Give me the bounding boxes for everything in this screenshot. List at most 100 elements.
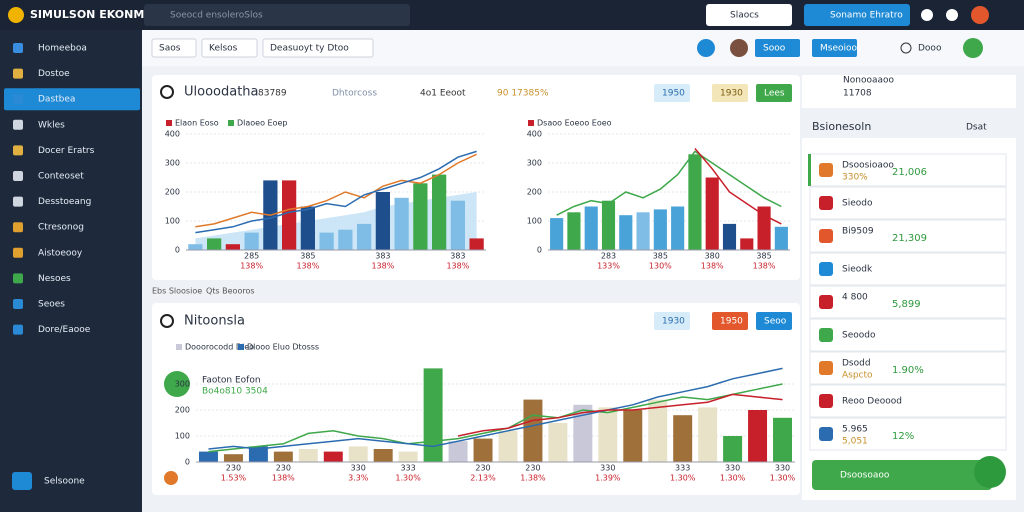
x-tick-note: 1.53% xyxy=(221,474,247,483)
bar xyxy=(688,154,702,250)
nav-item[interactable]: Dastbea xyxy=(38,95,75,105)
x-tick-note: 1.38% xyxy=(520,474,546,483)
filter-dropdown[interactable] xyxy=(262,38,374,58)
fab[interactable] xyxy=(974,456,1006,488)
avatar[interactable] xyxy=(971,6,989,24)
nav-item[interactable]: Docer Eratrs xyxy=(38,146,95,156)
list-item[interactable] xyxy=(809,219,1007,253)
nav-item[interactable]: Conteoset xyxy=(38,172,84,182)
list-item[interactable] xyxy=(809,186,1007,220)
badge[interactable] xyxy=(712,84,748,102)
nav-item[interactable]: Homeeboa xyxy=(38,44,87,54)
search-button-label: Slaocs xyxy=(730,11,759,21)
line xyxy=(556,150,782,216)
x-tick-note: 138% xyxy=(701,262,724,271)
nav-icon xyxy=(13,145,23,156)
side-button[interactable] xyxy=(812,460,992,490)
icon-button[interactable] xyxy=(921,9,933,21)
y-tick-label: 100 xyxy=(165,217,180,226)
nav-item[interactable]: Wkles xyxy=(38,120,65,130)
list-value: 330% xyxy=(842,173,868,183)
icon-button[interactable] xyxy=(900,42,912,54)
icon-button[interactable] xyxy=(963,38,983,58)
strip-text: Qts Beooros xyxy=(206,287,255,296)
primary-button-label: Sonamo Ehratro xyxy=(830,11,903,21)
legend-label: Dooorocodd Dleo xyxy=(185,343,254,352)
bar xyxy=(188,244,203,250)
list-amount: 21,006 xyxy=(892,167,927,178)
bar xyxy=(757,206,771,250)
line xyxy=(694,148,782,225)
nav-item[interactable]: Seoes xyxy=(38,300,65,310)
x-tick-note: 2.13% xyxy=(470,474,496,483)
bar xyxy=(198,451,218,462)
icon-button[interactable] xyxy=(697,39,715,57)
legend-swatch xyxy=(528,120,534,126)
nav-item[interactable]: Ctresonog xyxy=(38,223,84,233)
list-item[interactable] xyxy=(809,318,1007,352)
toolbar-button[interactable] xyxy=(812,39,857,57)
list-item[interactable] xyxy=(809,384,1007,418)
nav-item[interactable]: Nesoes xyxy=(38,274,71,284)
y-tick-label: 300 xyxy=(175,380,190,389)
panel-stat: 83789 xyxy=(258,89,287,99)
list-label: Bi9509 xyxy=(842,227,874,237)
bar xyxy=(619,215,633,250)
search-button[interactable] xyxy=(706,4,792,26)
list-item[interactable] xyxy=(809,351,1007,385)
filter-dropdown[interactable] xyxy=(201,38,258,58)
list-item[interactable] xyxy=(809,252,1007,286)
icon-button[interactable] xyxy=(946,9,958,21)
toolbar-button[interactable] xyxy=(755,39,800,57)
nav-icon xyxy=(13,68,23,79)
x-tick-label: 230 xyxy=(525,464,540,473)
list-item[interactable] xyxy=(809,285,1007,319)
nav-footer[interactable]: Selsoone xyxy=(44,477,85,487)
panel-title: Nitoonsla xyxy=(184,314,245,329)
x-tick-label: 230 xyxy=(475,464,490,473)
badge[interactable] xyxy=(756,312,792,330)
toolbar-menu[interactable]: Dooo xyxy=(918,44,942,54)
badge[interactable] xyxy=(654,84,690,102)
nav-item[interactable]: Dostoe xyxy=(38,69,70,79)
legend-swatch xyxy=(176,344,182,350)
nav-icon xyxy=(13,324,23,335)
x-tick-label: 385 xyxy=(756,252,771,261)
list-label: Dsoosioaoo xyxy=(842,161,894,171)
badge[interactable] xyxy=(712,312,748,330)
bar xyxy=(357,223,372,250)
nav-item[interactable]: Desstoeang xyxy=(38,197,91,207)
line xyxy=(195,150,477,234)
bar xyxy=(740,238,754,250)
legend-swatch xyxy=(166,120,172,126)
strip-text: Ebs Sloosioe xyxy=(152,287,202,296)
panel-stat: 90 17385% xyxy=(497,89,549,99)
primary-button[interactable] xyxy=(804,4,910,26)
bar xyxy=(584,206,598,250)
list-label: 4 800 xyxy=(842,293,868,303)
badge[interactable] xyxy=(654,312,690,330)
list-item[interactable] xyxy=(809,417,1007,451)
badge[interactable] xyxy=(756,84,792,102)
y-tick-label: 200 xyxy=(165,188,180,197)
x-tick-label: 385 xyxy=(300,252,315,261)
nav-item[interactable]: Aistoeooy xyxy=(38,248,83,258)
filter-label: Kelsos xyxy=(209,44,238,54)
y-tick-label: 0 xyxy=(175,246,180,255)
x-tick-label: 230 xyxy=(226,464,241,473)
list-icon xyxy=(819,328,833,342)
bar xyxy=(413,183,428,250)
side-link[interactable]: Dsat xyxy=(966,123,987,133)
side-title: Nonooaaoo xyxy=(843,76,894,86)
list-item[interactable] xyxy=(809,153,1007,187)
avatar[interactable] xyxy=(730,39,748,57)
bar xyxy=(244,232,259,250)
toolbar-button-label: Sooo xyxy=(763,44,786,54)
nav-item[interactable]: Dore/Eaooe xyxy=(38,325,91,335)
search-box[interactable] xyxy=(144,4,410,26)
chart-icon xyxy=(164,471,178,485)
y-tick-label: 400 xyxy=(165,130,180,139)
filter-dropdown[interactable] xyxy=(151,38,197,58)
bar xyxy=(774,226,788,250)
x-tick-label: 330 xyxy=(600,464,615,473)
